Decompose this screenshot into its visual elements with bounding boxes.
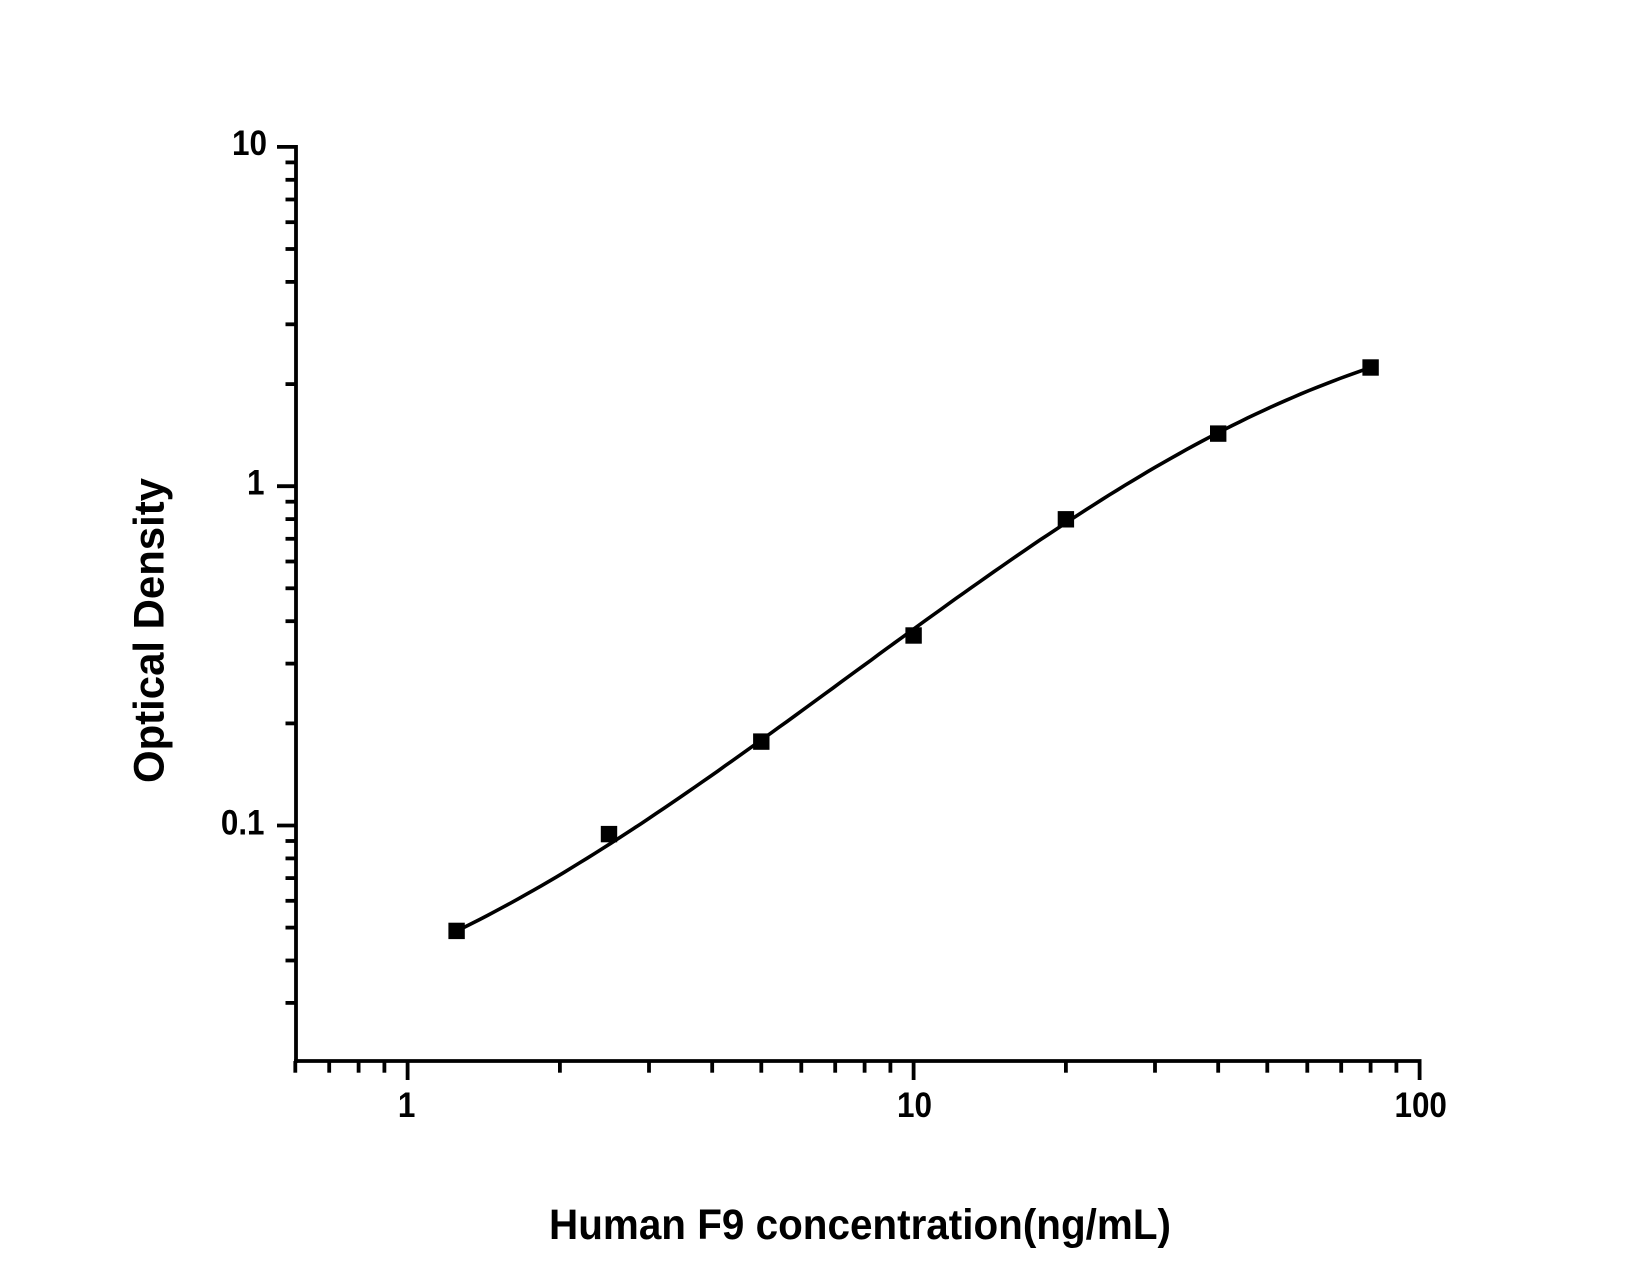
svg-text:Human F9 concentration(ng/mL): Human F9 concentration(ng/mL) bbox=[549, 1201, 1171, 1249]
svg-text:10: 10 bbox=[232, 123, 267, 163]
svg-text:10: 10 bbox=[897, 1085, 932, 1125]
svg-text:Optical Density: Optical Density bbox=[125, 478, 173, 783]
svg-text:100: 100 bbox=[1395, 1085, 1447, 1125]
svg-text:0.1: 0.1 bbox=[221, 803, 265, 843]
svg-text:1: 1 bbox=[398, 1085, 416, 1125]
svg-text:1: 1 bbox=[247, 462, 265, 502]
